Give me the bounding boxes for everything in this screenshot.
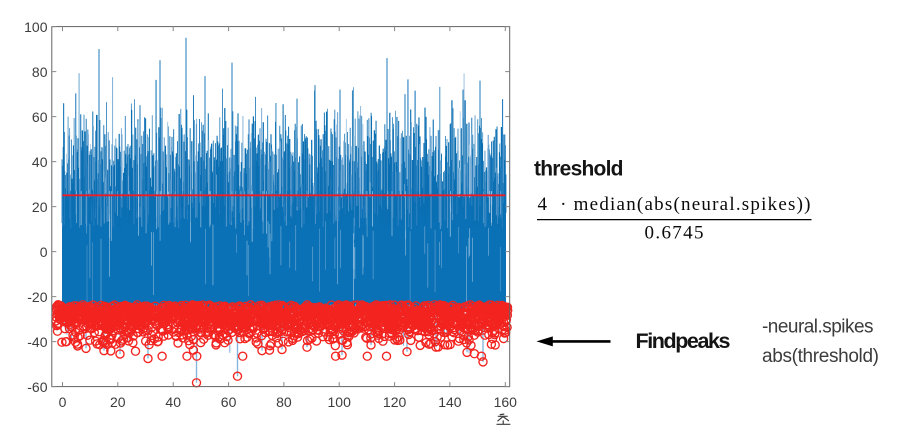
svg-text:abs(threshold): abs(threshold)	[762, 346, 879, 367]
svg-text:-20: -20	[27, 289, 47, 305]
svg-text:20: 20	[32, 199, 48, 215]
svg-text:0: 0	[59, 394, 67, 410]
svg-text:-neural.spikes: -neural.spikes	[762, 317, 874, 338]
svg-text:160: 160	[494, 394, 518, 410]
svg-text:40: 40	[165, 394, 181, 410]
svg-text:120: 120	[383, 394, 407, 410]
svg-text:-40: -40	[27, 334, 47, 350]
svg-text:-60: -60	[27, 379, 47, 395]
svg-text:80: 80	[32, 64, 48, 80]
svg-text:80: 80	[276, 394, 292, 410]
svg-text:60: 60	[221, 394, 237, 410]
svg-text:0: 0	[40, 244, 48, 260]
svg-text:60: 60	[32, 109, 48, 125]
svg-text:140: 140	[438, 394, 462, 410]
svg-text:threshold: threshold	[534, 158, 624, 181]
svg-text:Findpeaks: Findpeaks	[636, 329, 731, 353]
svg-text:100: 100	[24, 19, 48, 35]
svg-text:20: 20	[110, 394, 126, 410]
svg-text:40: 40	[32, 154, 48, 170]
svg-text:100: 100	[328, 394, 352, 410]
svg-text:4 · median(abs(neural.spikes): 4 · median(abs(neural.spikes))	[538, 194, 811, 215]
svg-text:0.6745: 0.6745	[645, 223, 704, 244]
